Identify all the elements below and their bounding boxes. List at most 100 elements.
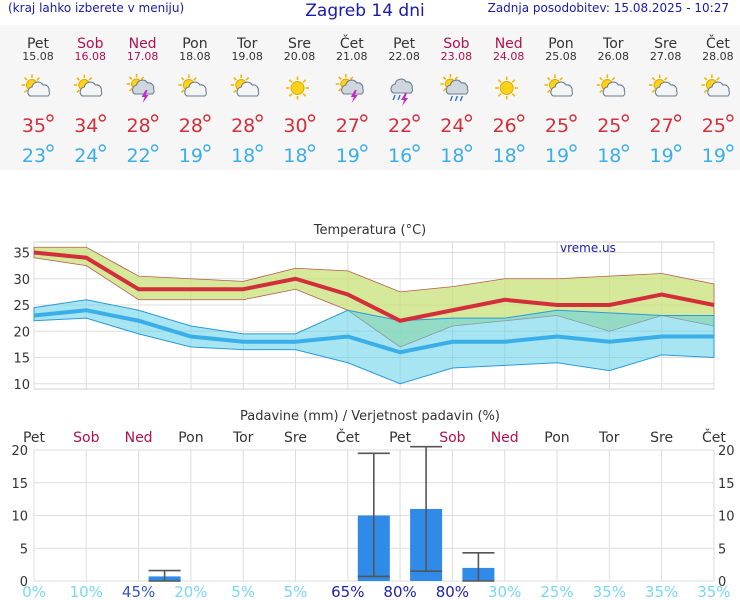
sun-cloud-icon [21, 74, 50, 97]
degree-icon [307, 114, 316, 122]
day-name: Čet [706, 34, 730, 52]
day-date: 17.08 [127, 50, 159, 63]
day-name: Sre [288, 36, 311, 52]
day-name: Pet [27, 36, 50, 52]
precipitation-day-label: Sob [73, 430, 99, 446]
max-temperature: 27 [336, 115, 360, 137]
degree-icon [412, 144, 420, 152]
precipitation-error-bar [357, 452, 390, 578]
forecast-strip [0, 25, 740, 170]
min-temperature: 22 [127, 145, 151, 167]
page-title: Zagreb 14 dni [305, 1, 424, 21]
y-tick-label: 35 [13, 247, 30, 262]
degree-icon [203, 144, 211, 152]
y-tick-label: 10 [13, 378, 30, 393]
day-date: 15.08 [22, 50, 54, 63]
day-name: Tor [236, 36, 258, 52]
sun-cloud-icon [701, 74, 730, 97]
degree-icon [569, 114, 577, 122]
min-temperature: 23 [22, 145, 46, 167]
precipitation-day-label: Pet [389, 430, 412, 446]
min-temperature: 18 [283, 145, 307, 167]
sun-cloud-icon [649, 74, 678, 97]
day-date: 26.08 [598, 50, 630, 63]
y-tick-label: 15 [11, 477, 28, 492]
sun-icon [495, 76, 519, 100]
last-updated: Zadnja posodobitev: 15.08.2025 - 10:27 [488, 1, 729, 15]
probability-label: 25% [540, 583, 573, 600]
probability-label: 35% [697, 583, 730, 600]
degree-icon [203, 114, 211, 122]
precipitation-bars [148, 445, 495, 582]
degree-icon [621, 114, 629, 122]
min-temperature: 18 [231, 145, 255, 167]
sun-cloud-storm-icon [126, 74, 155, 103]
sun-cloud-icon [178, 74, 207, 97]
day-name: Pon [182, 36, 207, 52]
y-tick-label-right: 20 [718, 444, 735, 459]
probability-label: 5% [231, 583, 255, 600]
degree-icon [673, 144, 682, 152]
sun-cloud-rain-icon [440, 74, 469, 102]
probability-labels: 0% 10% 45% 20% 5% 5% 65% 80% 80% 30% 25% 35% 35% 35% [22, 583, 730, 600]
y-tick-label-right: 0 [718, 575, 726, 590]
day-name: Pon [548, 36, 573, 52]
cloud-rain-storm-icon [390, 78, 414, 106]
degree-icon [255, 144, 263, 152]
min-temperature: 19 [545, 145, 569, 167]
day-date: 25.08 [545, 50, 577, 63]
precipitation-error-bar [148, 569, 181, 582]
degree-icon [621, 144, 629, 152]
temperature-lines [33, 250, 715, 355]
probability-label: 65% [331, 583, 364, 600]
degree-icon [517, 144, 525, 152]
day-date: 23.08 [441, 50, 473, 63]
min-temperature-range-band [33, 299, 715, 385]
probability-label: 20% [174, 583, 207, 600]
max-temperature-line [33, 250, 715, 323]
max-temperature: 28 [231, 115, 255, 137]
y-tick-label: 10 [11, 510, 28, 525]
degree-icon [150, 114, 159, 122]
precipitation-day-label: Čet [702, 428, 726, 446]
degree-icon [360, 144, 368, 152]
day-date: 20.08 [284, 50, 316, 63]
day-name: Čet [340, 34, 364, 52]
y-tick-label: 25 [13, 299, 30, 314]
precipitation-day-label: Sob [439, 430, 465, 446]
max-temperature: 30 [283, 115, 307, 137]
sun-cloud-icon [73, 74, 103, 97]
min-temperature: 19 [179, 145, 203, 167]
precipitation-error-bar [462, 552, 495, 582]
y-tick-label: 5 [20, 542, 28, 557]
y-tick-label: 0 [20, 575, 28, 590]
precipitation-day-label: Čet [336, 428, 360, 446]
min-temperature: 16 [388, 145, 412, 167]
min-temperature-line [33, 308, 714, 355]
degree-icon [517, 114, 525, 122]
max-temperature: 35 [22, 115, 46, 137]
y-tick-label: 30 [13, 273, 30, 288]
degree-icon [726, 144, 734, 152]
day-date: 24.08 [493, 50, 525, 63]
probability-label: 5% [284, 583, 308, 600]
day-name: Ned [495, 36, 523, 52]
precipitation-y-axis: 0 0 5 5 10 10 15 15 20 20 [11, 444, 734, 590]
day-date: 18.08 [179, 50, 211, 63]
day-name: Pet [393, 36, 416, 52]
probability-label: 0% [22, 583, 46, 600]
probability-label: 80% [436, 583, 469, 600]
precipitation-day-label: Tor [598, 430, 620, 446]
min-temperature: 19 [702, 145, 726, 167]
probability-label: 80% [383, 583, 416, 600]
precipitation-day-label: Pon [178, 430, 203, 446]
